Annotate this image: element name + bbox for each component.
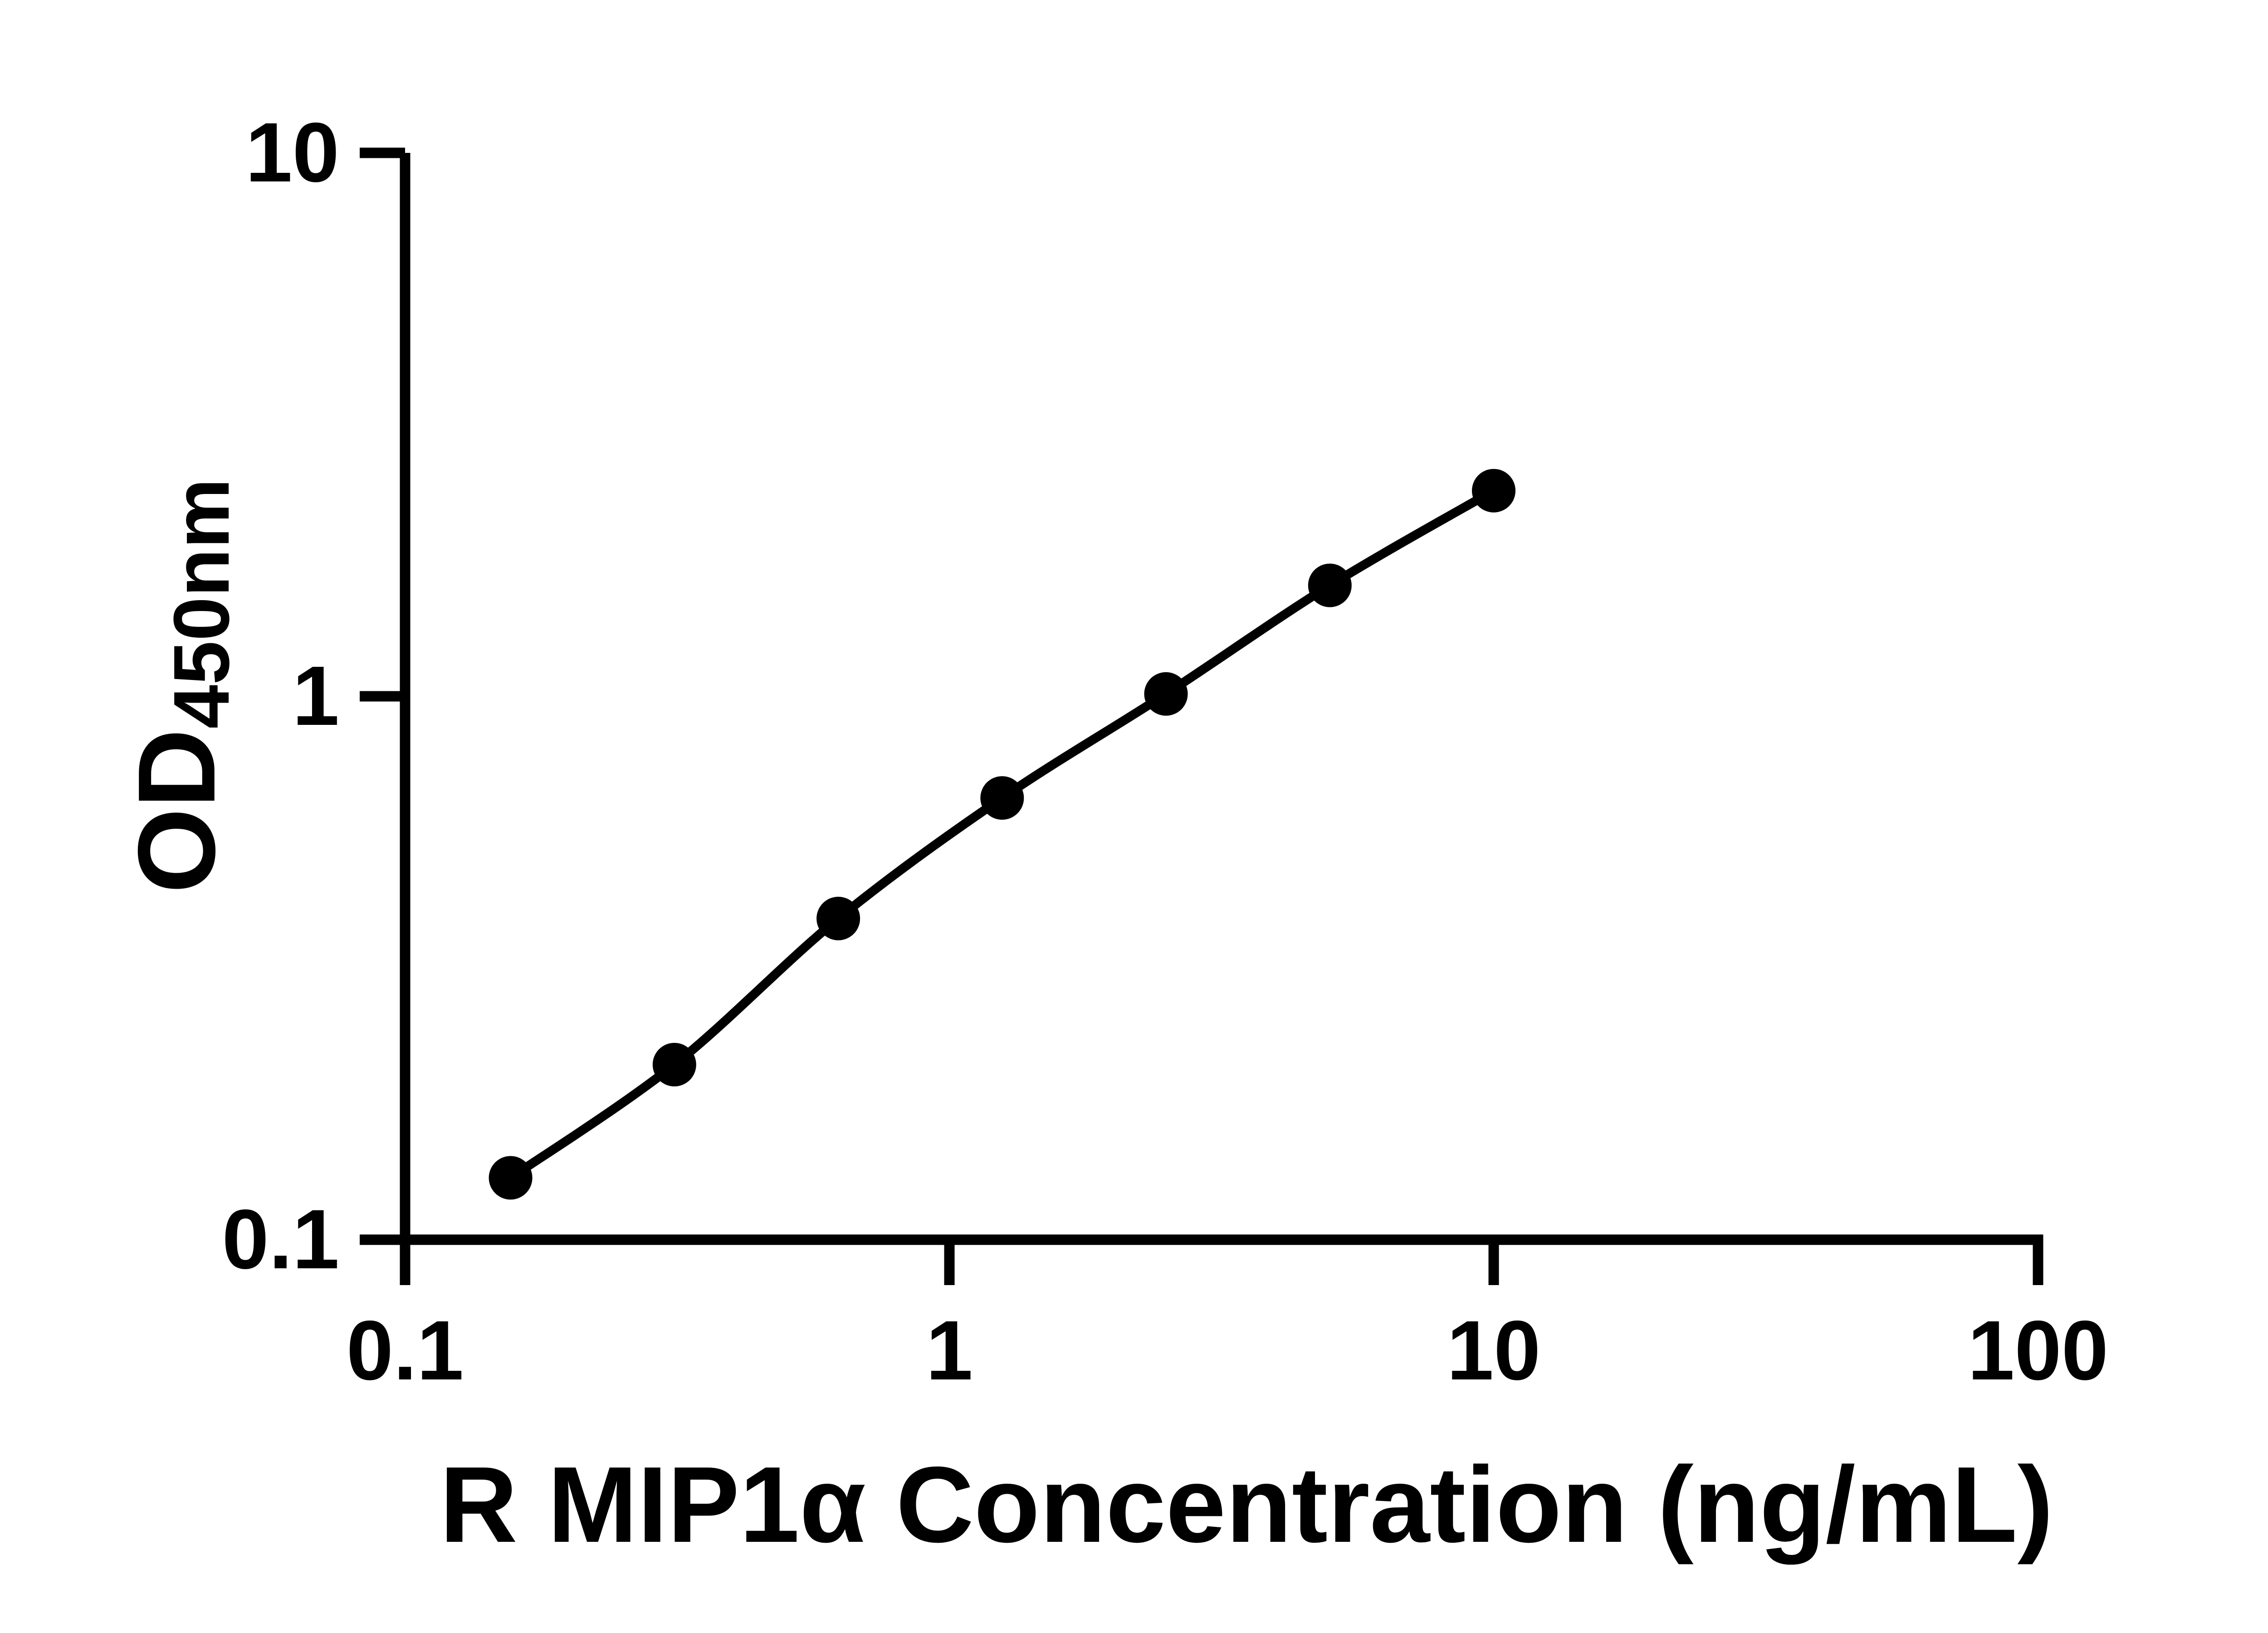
y-axis-title: OD450nm: [116, 478, 245, 893]
data-point: [1308, 563, 1352, 607]
y-axis-title-subscript: 450nm: [157, 478, 246, 729]
y-tick-label-1: 1: [292, 649, 339, 743]
x-axis-title: R MIP1α Concentration (ng/mL): [440, 1445, 2053, 1565]
x-tick-label-0-1: 0.1: [346, 1304, 464, 1398]
x-tick-label-100: 100: [1967, 1304, 2109, 1398]
y-tick-label-0-1: 0.1: [222, 1193, 339, 1286]
data-point: [1472, 469, 1515, 513]
data-point: [980, 776, 1024, 820]
data-point: [1144, 672, 1188, 716]
data-point: [489, 1156, 533, 1200]
data-point: [816, 896, 860, 940]
x-tick-label-1: 1: [926, 1304, 973, 1398]
x-tick-label-10: 10: [1447, 1304, 1541, 1398]
y-axis-title-main: OD: [115, 728, 238, 894]
y-tick-label-10: 10: [245, 106, 339, 200]
data-point: [652, 1043, 696, 1086]
